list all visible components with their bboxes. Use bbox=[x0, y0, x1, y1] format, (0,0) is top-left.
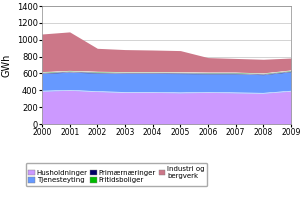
Legend: Husholdninger, Tjenesteyting, Primærnæringer, Fritidsboliger, Industri og
bergve: Husholdninger, Tjenesteyting, Primærnæri… bbox=[26, 163, 207, 186]
Y-axis label: GWh: GWh bbox=[1, 53, 11, 77]
